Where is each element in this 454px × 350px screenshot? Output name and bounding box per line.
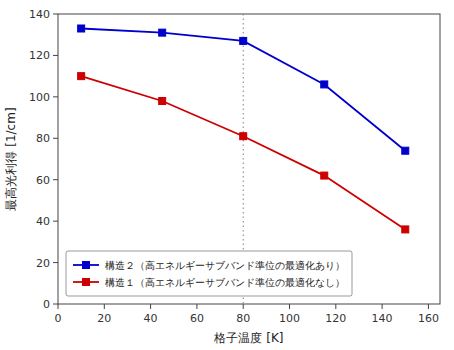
legend: 構造２（高エネルギーサブバンド準位の最適化あり） 構造１（高エネルギーサブバンド準…: [66, 251, 352, 296]
y-tick: [53, 262, 58, 263]
x-tick-label: 60: [190, 312, 204, 325]
y-tick-label: 60: [36, 174, 50, 187]
data-point: [159, 29, 166, 36]
data-point: [402, 147, 409, 154]
data-point: [321, 172, 328, 179]
data-point: [78, 73, 85, 80]
x-tick: [243, 304, 244, 309]
y-tick: [53, 96, 58, 97]
y-tick-label: 120: [29, 49, 50, 62]
y-tick-label: 20: [36, 257, 50, 270]
legend-label: 構造１（高エネルギーサブバンド準位の最適化なし）: [105, 277, 345, 288]
y-tick: [53, 221, 58, 222]
x-tick-label: 0: [55, 312, 62, 325]
series-line: [81, 29, 405, 151]
data-point: [78, 25, 85, 32]
legend-box: [66, 251, 352, 296]
data-point: [321, 81, 328, 88]
x-tick: [196, 304, 197, 309]
chart-container: 0 20 40 60 80 100 120 140 160 0 20 40 60 80 100 120 140 格…: [0, 0, 454, 350]
x-axis-label: 格子温度 [K]: [213, 331, 283, 345]
chart-svg: 0 20 40 60 80 100 120 140 160 0 20 40 60 80 100 120 140 格…: [0, 0, 454, 350]
y-axis-label: 最高光利得 [1/cm]: [4, 107, 18, 210]
y-tick: [53, 55, 58, 56]
x-tick-label: 40: [144, 312, 158, 325]
x-tick-label: 140: [372, 312, 393, 325]
y-tick-label: 140: [29, 8, 50, 21]
y-tick-label: 0: [43, 298, 50, 311]
x-tick: [150, 304, 151, 309]
x-tick-label: 100: [279, 312, 300, 325]
series-line: [81, 76, 405, 229]
y-tick: [53, 138, 58, 139]
data-point: [240, 37, 247, 44]
legend-label: 構造２（高エネルギーサブバンド準位の最適化あり）: [105, 260, 345, 271]
y-tick: [53, 14, 58, 15]
x-tick: [382, 304, 383, 309]
legend-marker: [83, 262, 90, 269]
x-tick: [428, 304, 429, 309]
legend-marker: [83, 279, 90, 286]
y-tick-label: 80: [36, 132, 50, 145]
data-point: [240, 133, 247, 140]
y-tick: [53, 304, 58, 305]
x-tick: [58, 304, 59, 309]
x-tick-label: 120: [325, 312, 346, 325]
x-tick-label: 20: [97, 312, 111, 325]
data-point: [159, 98, 166, 105]
x-tick: [289, 304, 290, 309]
data-point: [402, 226, 409, 233]
x-tick-label: 160: [418, 312, 439, 325]
plot-area: [78, 14, 409, 304]
x-tick: [335, 304, 336, 309]
y-tick-label: 100: [29, 91, 50, 104]
x-tick: [104, 304, 105, 309]
x-tick-label: 80: [236, 312, 250, 325]
y-tick: [53, 179, 58, 180]
y-tick-label: 40: [36, 215, 50, 228]
plot-frame: [58, 14, 440, 304]
